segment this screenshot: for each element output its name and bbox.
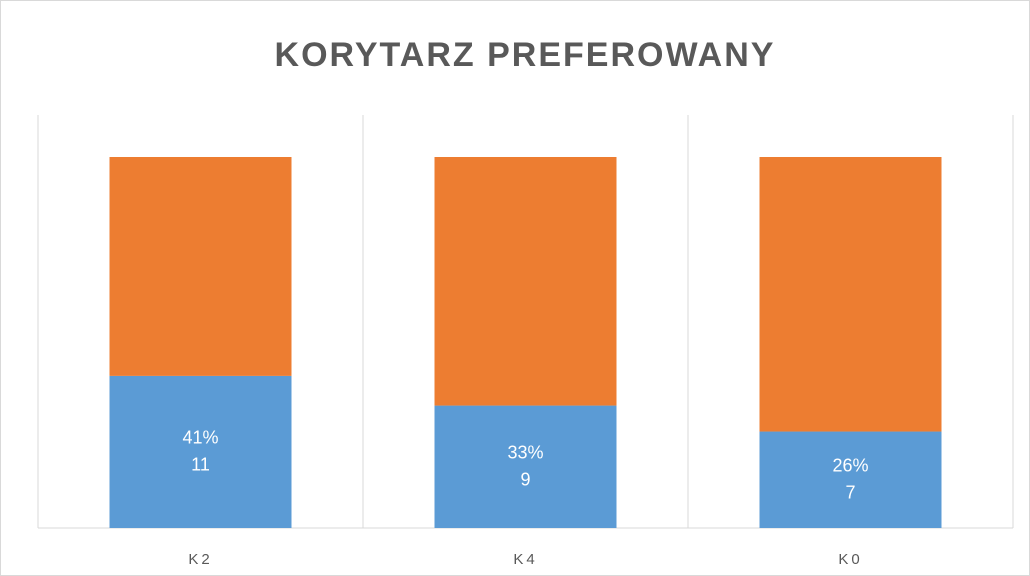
chart-title: KORYTARZ PREFEROWANY [275, 36, 776, 74]
data-label-count: 9 [520, 470, 530, 490]
bar-segment [109, 157, 292, 376]
bar-segment [434, 157, 617, 406]
data-label: 26% [832, 456, 868, 476]
x-tick-label: K4 [513, 551, 537, 568]
x-tick-label: K0 [838, 551, 862, 568]
bar-segment [759, 157, 942, 432]
bar-segment [434, 405, 617, 528]
data-label: 41% [182, 428, 218, 448]
bar-segment [759, 431, 942, 528]
bar-segment [109, 375, 292, 528]
data-label-count: 11 [191, 455, 210, 475]
x-tick-label: K2 [188, 551, 212, 568]
data-label-count: 7 [845, 483, 855, 503]
data-label: 33% [507, 443, 543, 463]
